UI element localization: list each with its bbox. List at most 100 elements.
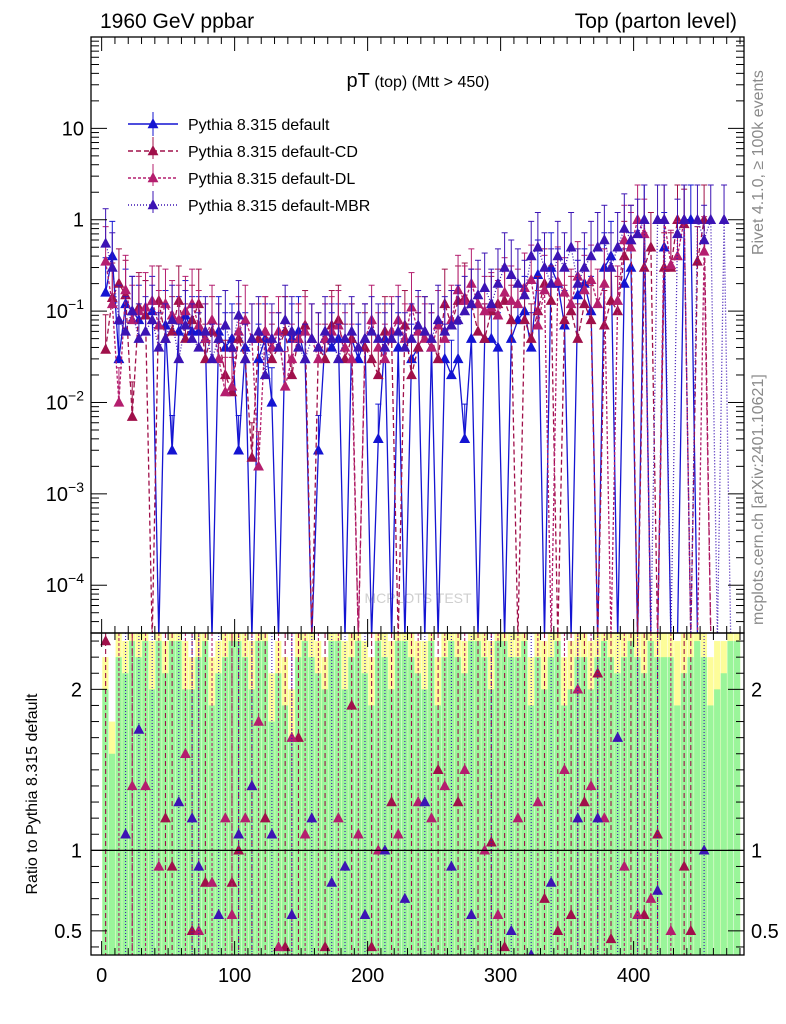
data-point [100,255,112,266]
band-inner-bin [554,641,561,955]
band-inner-bin [587,689,594,955]
legend-label: Pythia 8.315 default [188,117,330,134]
ratio-point [226,908,238,919]
data-point [372,432,384,444]
data-point [638,213,650,224]
ratio-point [645,892,657,903]
data-point [399,341,411,352]
band-inner-bin [474,641,481,955]
band-inner-bin [720,673,727,955]
ratio-point [352,828,364,839]
series-3 [100,184,732,633]
band-inner-bin [514,657,521,955]
y-tick-label: 10−1 [46,296,84,323]
band-inner-bin [428,641,435,955]
band-inner-bin [301,641,308,955]
data-point [166,325,178,336]
data-point [505,294,517,305]
band-inner-bin [714,689,721,955]
data-point [705,213,717,224]
ratio-point [219,812,231,823]
band-inner-bin [667,657,674,955]
data-point [253,325,264,336]
series-line [104,219,699,633]
x-tick-label: 400 [617,965,650,987]
header-right: Top (parton level) [575,10,737,33]
data-point [472,289,484,300]
ratio-point [379,844,391,855]
band-inner-bin [102,689,109,955]
data-point [625,234,637,245]
band-inner-bin [521,641,528,955]
data-point [372,368,384,380]
band-inner-bin [727,641,734,955]
series-line [104,217,712,633]
ratio-point [147,957,158,967]
ratio-point [419,796,431,807]
plot-title: pT (top) (Mtt > 450) [347,70,490,92]
data-point [133,332,145,343]
ratio-point [392,828,404,839]
band-inner-bin [601,641,608,955]
data-point [519,289,530,300]
band-inner-bin [108,753,116,955]
data-point [339,341,351,352]
ratio-point [528,949,535,955]
ratio-point [572,812,584,823]
ratio-point [618,860,630,871]
data-point [266,352,278,364]
data-point [306,332,318,343]
data-point [572,332,584,343]
ratio-point [193,924,205,936]
data-point [226,380,238,391]
band-inner-bin [434,705,441,955]
ratio-point [239,812,251,823]
data-point [439,332,451,343]
band-inner-bin [541,689,548,955]
data-point [286,368,298,380]
data-point [698,234,710,245]
band-inner-bin [607,657,614,955]
data-point [186,297,198,309]
data-point [665,258,677,270]
band-inner-bin [115,657,122,955]
ratio-point [612,731,624,742]
data-point [465,297,477,309]
data-point [565,297,577,309]
ratio-point [180,747,191,758]
data-point [106,297,118,309]
ratio-point [492,908,504,919]
data-point [279,313,291,325]
ratio-point [206,876,218,887]
ratio-y-tick-label: 0.5 [54,921,82,943]
band-inner-bin [348,657,355,955]
band-inner-bin [142,641,149,955]
ratio-point [519,957,530,967]
data-point [525,332,537,343]
band-inner-bin [408,657,415,955]
ratio-point [160,812,171,823]
ratio-point [193,860,205,871]
legend-label: Pythia 8.315 default-MBR [188,198,370,215]
data-point [525,250,537,261]
data-point [572,289,584,300]
data-point [618,250,630,261]
x-tick-label: 300 [484,965,517,987]
band-inner-bin [507,657,515,955]
data-point [313,444,324,455]
data-point [286,352,298,364]
band-inner-bin [261,641,269,955]
band-inner-bin [135,657,142,955]
data-point [718,213,730,224]
ratio-series-2 [120,633,710,967]
ratio-point [186,812,198,823]
ratio-point [153,860,165,871]
data-point [246,332,258,343]
data-point [206,352,218,364]
band-inner-bin [547,657,554,955]
data-point [446,319,457,330]
data-point [559,286,570,297]
band-inner-bin [308,657,315,955]
band-inner-bin [168,641,175,955]
